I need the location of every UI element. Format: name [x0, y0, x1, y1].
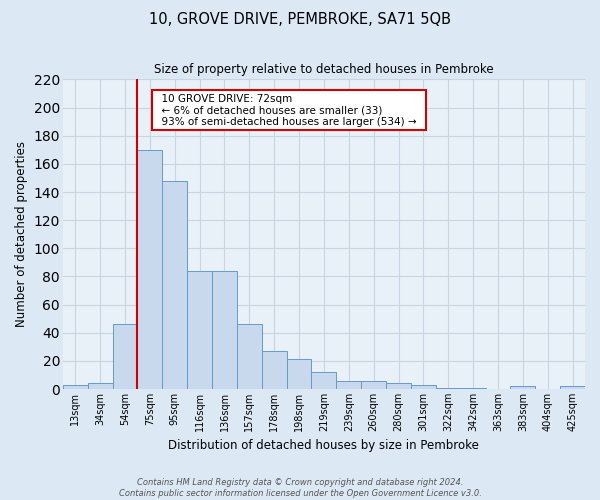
Bar [311, 372, 337, 389]
Bar [162, 181, 187, 389]
Bar [560, 386, 585, 389]
Bar [361, 380, 386, 389]
Bar [436, 388, 461, 389]
Bar [187, 271, 212, 389]
X-axis label: Distribution of detached houses by size in Pembroke: Distribution of detached houses by size … [169, 440, 479, 452]
Text: Contains HM Land Registry data © Crown copyright and database right 2024.
Contai: Contains HM Land Registry data © Crown c… [119, 478, 481, 498]
Bar [411, 385, 436, 389]
Y-axis label: Number of detached properties: Number of detached properties [15, 141, 28, 327]
Bar [88, 384, 113, 389]
Title: Size of property relative to detached houses in Pembroke: Size of property relative to detached ho… [154, 62, 494, 76]
Text: 10, GROVE DRIVE, PEMBROKE, SA71 5QB: 10, GROVE DRIVE, PEMBROKE, SA71 5QB [149, 12, 451, 28]
Bar [287, 360, 311, 389]
Text: 10 GROVE DRIVE: 72sqm
  ← 6% of detached houses are smaller (33)
  93% of semi-d: 10 GROVE DRIVE: 72sqm ← 6% of detached h… [155, 94, 423, 126]
Bar [212, 271, 237, 389]
Bar [337, 380, 361, 389]
Bar [262, 351, 287, 389]
Bar [237, 324, 262, 389]
Bar [137, 150, 162, 389]
Bar [511, 386, 535, 389]
Bar [63, 385, 88, 389]
Bar [461, 388, 485, 389]
Bar [386, 384, 411, 389]
Bar [113, 324, 137, 389]
